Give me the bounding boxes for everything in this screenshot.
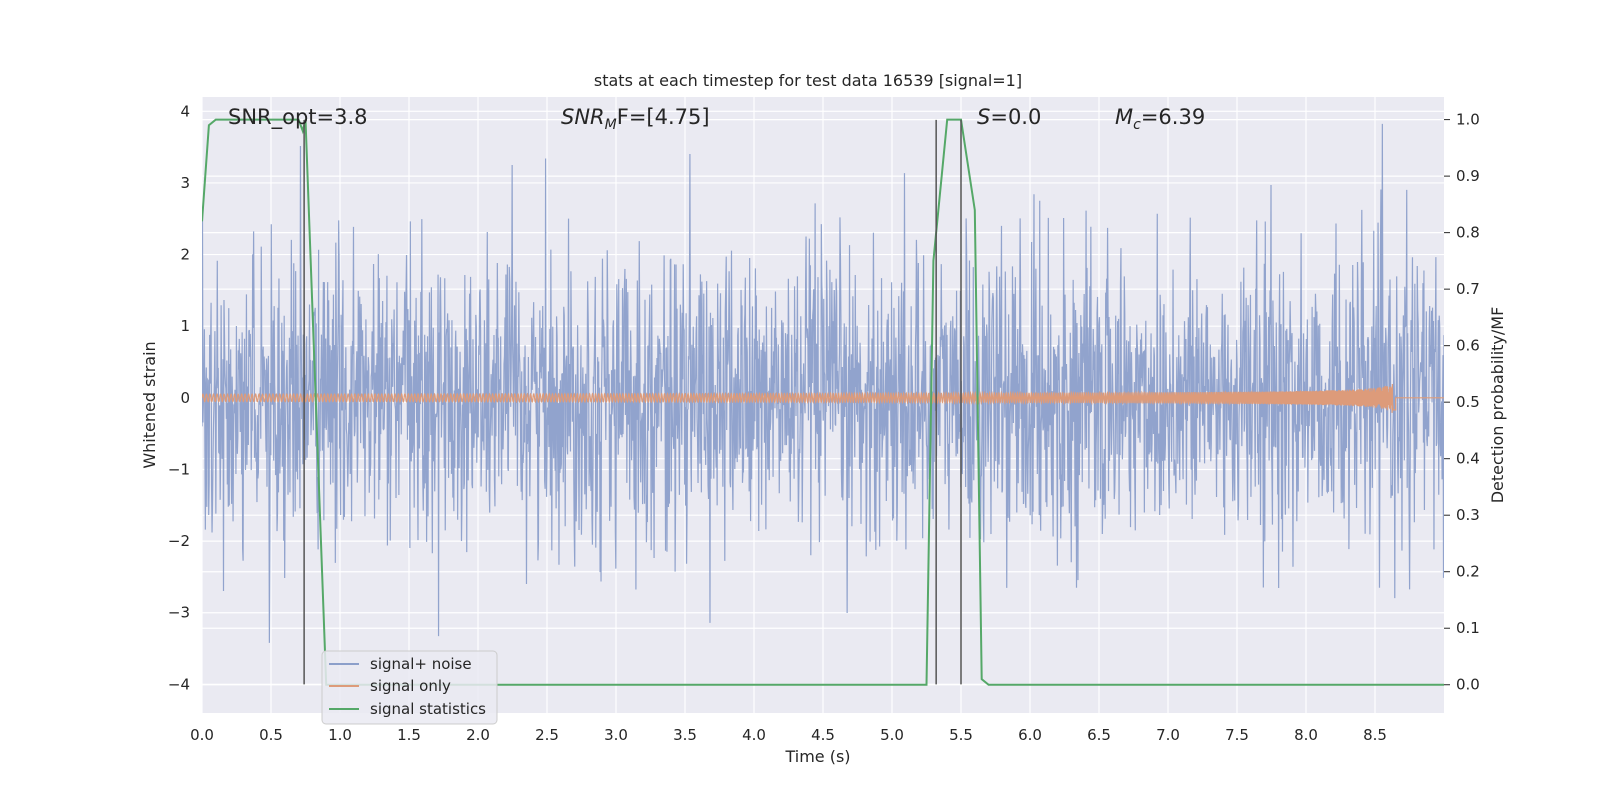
x-tick-label: 1.5 bbox=[397, 726, 421, 744]
y2-tick-label: 0.6 bbox=[1456, 337, 1480, 355]
annotation-mc-rest: =6.39 bbox=[1141, 105, 1205, 129]
y2-tick-label: 0.0 bbox=[1456, 676, 1480, 694]
y-tick-label: 3 bbox=[180, 174, 190, 192]
legend-label-signal-statistics: signal statistics bbox=[370, 700, 486, 718]
x-axis-label: Time (s) bbox=[784, 747, 850, 766]
annotation-s-base: S bbox=[977, 105, 990, 129]
y-axis: −4 −3 −2 −1 0 1 2 3 4 bbox=[168, 102, 190, 693]
series-signal-statistics bbox=[202, 118, 1444, 686]
x-tick-label: 6.0 bbox=[1018, 726, 1042, 744]
y-tick-label: 4 bbox=[180, 102, 190, 120]
y2-axis-label: Detection probability/MF bbox=[1488, 307, 1507, 504]
x-tick-label: 3.0 bbox=[604, 726, 628, 744]
annotation-snr-mf-sub: M bbox=[605, 117, 617, 133]
series-signal-noise bbox=[202, 123, 1444, 643]
legend-label-signal-only: signal only bbox=[370, 677, 451, 695]
annotation-mc: Mc=6.39 bbox=[1115, 105, 1205, 133]
legend-label-signal-noise: signal+ noise bbox=[370, 655, 472, 673]
y-tick-label: −4 bbox=[168, 675, 190, 693]
y2-tick-label: 0.5 bbox=[1456, 393, 1480, 411]
x-tick-label: 5.5 bbox=[949, 726, 973, 744]
annotation-mc-sub: c bbox=[1133, 117, 1141, 133]
annotation-snr-opt: SNR_opt=3.8 bbox=[228, 105, 368, 130]
y2-tick-label: 0.8 bbox=[1456, 224, 1480, 242]
annotation-snr-mf: SNRMF=[4.75] bbox=[561, 105, 710, 133]
x-tick-label: 1.0 bbox=[328, 726, 352, 744]
x-tick-label: 2.5 bbox=[535, 726, 559, 744]
series-signal-only bbox=[202, 383, 1444, 413]
y-tick-label: 2 bbox=[180, 246, 190, 264]
x-tick-label: 4.5 bbox=[811, 726, 835, 744]
x-tick-label: 7.0 bbox=[1156, 726, 1180, 744]
y2-tick-label: 1.0 bbox=[1456, 111, 1480, 129]
legend-box bbox=[321, 650, 498, 725]
y2-tick-label: 0.2 bbox=[1456, 563, 1480, 581]
x-tick-label: 5.0 bbox=[880, 726, 904, 744]
x-tick-label: 0.0 bbox=[190, 726, 214, 744]
x-tick-label: 2.0 bbox=[466, 726, 490, 744]
annotation-snr-mf-base: SNR bbox=[561, 105, 605, 129]
x-tick-label: 8.0 bbox=[1294, 726, 1318, 744]
series-layer bbox=[202, 118, 1444, 686]
x-tick-label: 7.5 bbox=[1225, 726, 1249, 744]
y2-tick-label: 0.3 bbox=[1456, 506, 1480, 524]
y2-tick-label: 0.1 bbox=[1456, 619, 1480, 637]
annotation-s-rest: =0.0 bbox=[990, 105, 1041, 129]
y2-axis: 0.0 0.1 0.2 0.3 0.4 0.5 0.6 0.7 0.8 0.9 1.0 bbox=[1444, 111, 1480, 694]
x-tick-label: 8.5 bbox=[1363, 726, 1387, 744]
y-tick-label: −2 bbox=[168, 532, 190, 550]
x-tick-label: 6.5 bbox=[1087, 726, 1111, 744]
y-tick-label: 0 bbox=[180, 389, 190, 407]
y-tick-label: 1 bbox=[180, 317, 190, 335]
x-axis: 0.0 0.5 1.0 1.5 2.0 2.5 3.0 3.5 4.0 4.5 5.0 5.5 6.0 6… bbox=[190, 726, 1387, 744]
y2-tick-label: 0.4 bbox=[1456, 450, 1480, 468]
y-tick-label: −3 bbox=[168, 604, 190, 622]
chart-title: stats at each timestep for test data 165… bbox=[594, 71, 1022, 90]
y-axis-label: Whitened strain bbox=[140, 341, 159, 468]
annotation-snr-mf-rest: F=[4.75] bbox=[617, 105, 710, 129]
y-tick-label: −1 bbox=[168, 460, 190, 478]
x-tick-label: 0.5 bbox=[259, 726, 283, 744]
annotation-mc-base: M bbox=[1115, 105, 1133, 129]
y2-tick-label: 0.9 bbox=[1456, 167, 1480, 185]
y2-tick-label: 0.7 bbox=[1456, 280, 1480, 298]
x-tick-label: 4.0 bbox=[742, 726, 766, 744]
vertical-lines bbox=[303, 119, 962, 685]
x-tick-label: 3.5 bbox=[673, 726, 697, 744]
annotation-s: S=0.0 bbox=[977, 105, 1041, 129]
legend: signal+ noise signal only signal statist… bbox=[321, 650, 498, 725]
